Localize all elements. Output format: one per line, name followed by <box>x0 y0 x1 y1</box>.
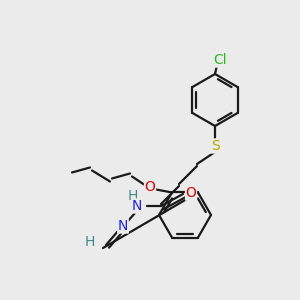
Text: H: H <box>85 235 95 249</box>
Text: O: O <box>145 181 155 194</box>
Text: S: S <box>211 139 219 153</box>
Text: N: N <box>132 199 142 213</box>
Text: N: N <box>118 219 128 233</box>
Text: Cl: Cl <box>213 53 227 67</box>
Text: O: O <box>186 186 196 200</box>
Text: H: H <box>128 189 138 203</box>
